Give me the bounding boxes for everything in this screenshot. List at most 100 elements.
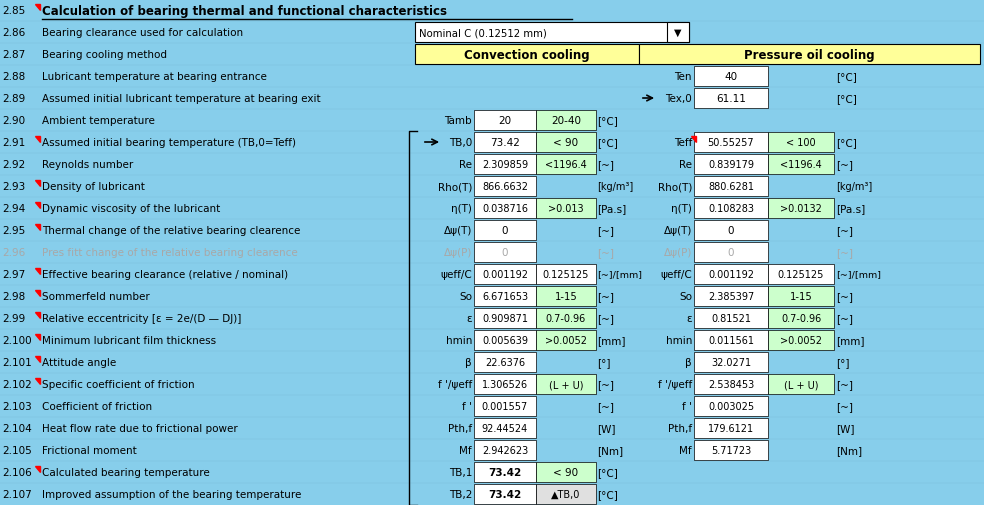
Bar: [536, 265, 596, 284]
Bar: [694, 89, 768, 109]
Text: 1-15: 1-15: [555, 291, 578, 301]
Text: 2.309859: 2.309859: [482, 160, 528, 170]
Bar: [768, 309, 834, 328]
Text: (L + U): (L + U): [783, 379, 819, 389]
Text: [Nm]: [Nm]: [836, 445, 862, 455]
Text: Tamb: Tamb: [445, 116, 472, 126]
Bar: [474, 440, 536, 460]
Text: 880.6281: 880.6281: [708, 182, 754, 191]
Text: [°C]: [°C]: [597, 138, 618, 147]
Text: Bearing clearance used for calculation: Bearing clearance used for calculation: [42, 28, 243, 38]
Text: 2.104: 2.104: [2, 423, 31, 433]
Text: Minimum lubricant film thickness: Minimum lubricant film thickness: [42, 335, 216, 345]
Polygon shape: [35, 290, 40, 296]
Text: 0: 0: [728, 247, 734, 258]
Text: 2.95: 2.95: [2, 226, 26, 235]
Text: 20-40: 20-40: [551, 116, 581, 126]
Text: Improved assumption of the bearing temperature: Improved assumption of the bearing tempe…: [42, 489, 301, 499]
Text: Frictional moment: Frictional moment: [42, 445, 137, 455]
Text: 2.102: 2.102: [2, 379, 31, 389]
Text: Pres fitt change of the relative bearing clearence: Pres fitt change of the relative bearing…: [42, 247, 298, 258]
Bar: [694, 67, 768, 87]
Bar: [536, 155, 596, 175]
Text: 2.89: 2.89: [2, 94, 26, 104]
Polygon shape: [35, 378, 40, 384]
Text: 0.011561: 0.011561: [708, 335, 754, 345]
Polygon shape: [691, 136, 696, 142]
Text: 6.671653: 6.671653: [482, 291, 528, 301]
Bar: [536, 198, 596, 219]
Text: Tex,0: Tex,0: [665, 94, 692, 104]
Bar: [768, 374, 834, 394]
Text: 0.001557: 0.001557: [482, 401, 528, 411]
Bar: [536, 484, 596, 504]
Text: 0.909871: 0.909871: [482, 314, 528, 323]
Text: 2.93: 2.93: [2, 182, 26, 191]
Text: [mm]: [mm]: [836, 335, 865, 345]
Text: Density of lubricant: Density of lubricant: [42, 182, 145, 191]
Text: Attitude angle: Attitude angle: [42, 358, 116, 367]
Text: [~]: [~]: [836, 401, 853, 411]
Text: [~]: [~]: [597, 226, 614, 235]
Text: 2.86: 2.86: [2, 28, 26, 38]
Text: [Nm]: [Nm]: [597, 445, 623, 455]
Bar: [474, 221, 536, 240]
Text: [°C]: [°C]: [597, 116, 618, 126]
Text: 0.001192: 0.001192: [708, 270, 754, 279]
Text: 0.005639: 0.005639: [482, 335, 528, 345]
Text: 2.90: 2.90: [2, 116, 26, 126]
Text: Rho(T): Rho(T): [657, 182, 692, 191]
Text: ▲TB,0: ▲TB,0: [551, 489, 581, 499]
Text: Mf: Mf: [460, 445, 472, 455]
Text: [~]: [~]: [597, 291, 614, 301]
Text: 20: 20: [499, 116, 512, 126]
Text: 0: 0: [502, 247, 509, 258]
Polygon shape: [35, 203, 40, 208]
Bar: [474, 309, 536, 328]
Text: Bearing cooling method: Bearing cooling method: [42, 50, 167, 60]
Text: hmin: hmin: [446, 335, 472, 345]
Text: 0.038716: 0.038716: [482, 204, 528, 214]
Text: f '/ψeff: f '/ψeff: [438, 379, 472, 389]
Text: Calculated bearing temperature: Calculated bearing temperature: [42, 467, 210, 477]
Text: Re: Re: [459, 160, 472, 170]
Text: 2.100: 2.100: [2, 335, 31, 345]
Text: 0.125125: 0.125125: [777, 270, 825, 279]
Text: 1.306526: 1.306526: [482, 379, 528, 389]
Text: [~]: [~]: [836, 160, 853, 170]
Text: >0.013: >0.013: [548, 204, 584, 214]
Bar: [768, 198, 834, 219]
Text: Ten: Ten: [674, 72, 692, 82]
Bar: [639, 45, 980, 65]
Polygon shape: [35, 312, 40, 318]
Text: ▼: ▼: [674, 28, 682, 38]
Text: [°C]: [°C]: [836, 72, 857, 82]
Bar: [768, 133, 834, 153]
Bar: [474, 484, 536, 504]
Text: Nominal C (0.12512 mm): Nominal C (0.12512 mm): [419, 28, 547, 38]
Text: 73.42: 73.42: [488, 467, 522, 477]
Text: Lubricant temperature at bearing entrance: Lubricant temperature at bearing entranc…: [42, 72, 267, 82]
Text: 92.44524: 92.44524: [482, 423, 528, 433]
Bar: [415, 45, 639, 65]
Text: Teff: Teff: [674, 138, 692, 147]
Text: Δψ(T): Δψ(T): [663, 226, 692, 235]
Polygon shape: [35, 268, 40, 274]
Text: Dynamic viscosity of the lubricant: Dynamic viscosity of the lubricant: [42, 204, 220, 214]
Text: ε: ε: [687, 314, 692, 323]
Text: 0.001192: 0.001192: [482, 270, 528, 279]
Text: [Pa.s]: [Pa.s]: [836, 204, 865, 214]
Bar: [536, 133, 596, 153]
Bar: [694, 177, 768, 196]
Text: TB,1: TB,1: [449, 467, 472, 477]
Text: 2.96: 2.96: [2, 247, 26, 258]
Bar: [768, 286, 834, 307]
Text: < 90: < 90: [553, 467, 579, 477]
Text: ψeff/C: ψeff/C: [660, 270, 692, 279]
Text: 22.6376: 22.6376: [485, 358, 525, 367]
Text: [W]: [W]: [836, 423, 854, 433]
Text: Specific coefficient of friction: Specific coefficient of friction: [42, 379, 195, 389]
Text: Δψ(P): Δψ(P): [663, 247, 692, 258]
Polygon shape: [35, 466, 40, 472]
Bar: [694, 133, 768, 153]
